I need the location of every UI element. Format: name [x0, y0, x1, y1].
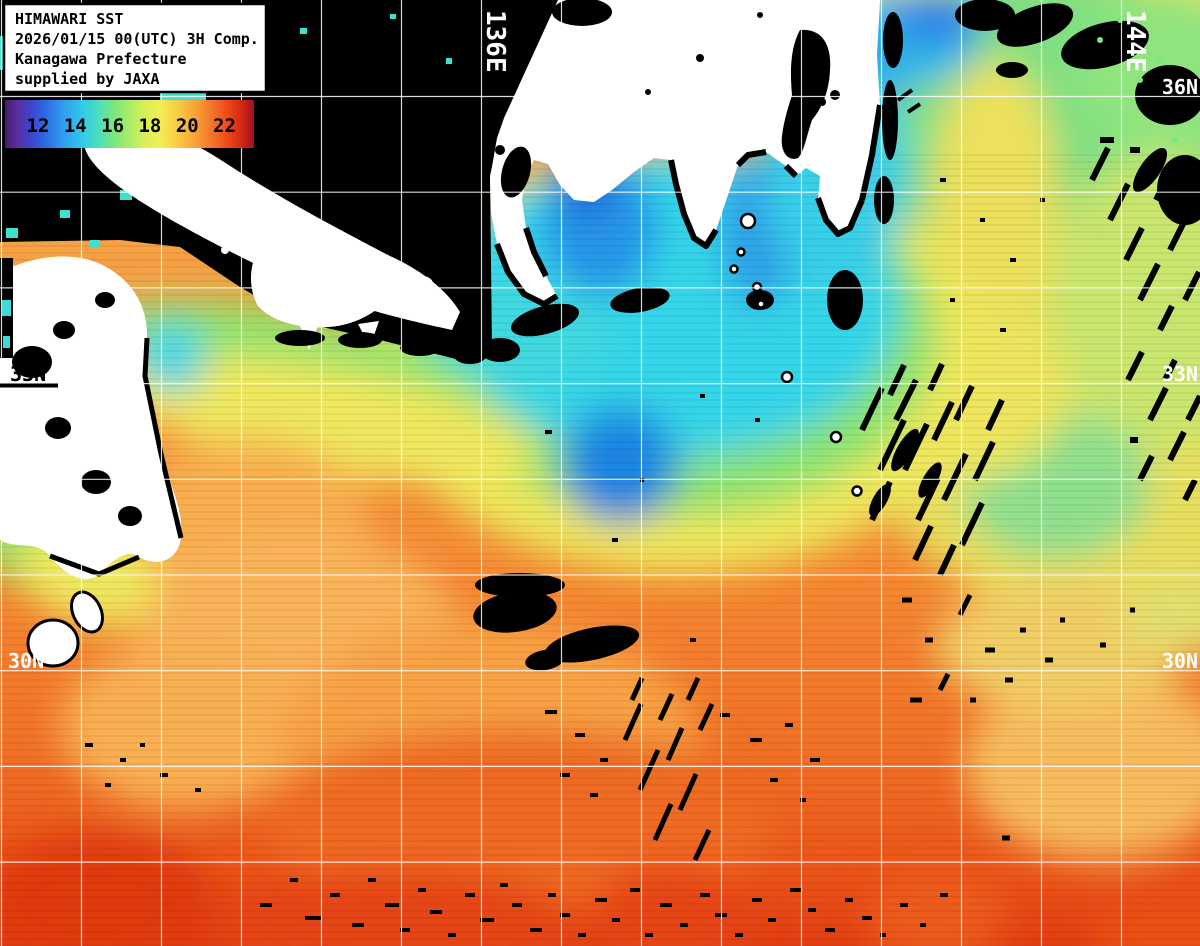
colorbar-tick-18: 18 — [138, 115, 161, 137]
lon-label-144e: 144E — [1120, 10, 1150, 73]
nodata-land-patch-north — [552, 0, 612, 26]
cloud-streak-layer — [85, 88, 1200, 937]
streaks-central-east — [859, 362, 1005, 577]
streaks-south-central — [622, 676, 715, 862]
cloud-blob-layer — [473, 0, 1200, 671]
nodata-land-dots — [495, 12, 840, 155]
coast-fringe-honshu — [494, 104, 883, 307]
lon-label-136e: 136E — [480, 10, 510, 73]
nodata-ise-bay — [500, 146, 532, 198]
parallel-lines — [0, 95, 1200, 863]
cold-speck-west1 — [2, 300, 11, 316]
cold-speck-west2 — [3, 336, 10, 348]
info-box-credit: supplied by JAXA — [15, 70, 160, 88]
land-awaji — [409, 276, 435, 308]
info-box-region: Kanagawa Prefecture — [15, 50, 187, 68]
izu-islands — [729, 212, 863, 497]
lat-label-36n-right: 36N — [1162, 75, 1198, 99]
coast-fringe-kyushu — [49, 337, 184, 577]
streaks-south-sparse — [545, 638, 820, 802]
streaks-right-edge-lower — [1125, 350, 1200, 502]
graticule-labels: 136E 144E 36N 33N 30N 33N 30N — [8, 10, 1198, 673]
lat-label-30n-right: 30N — [1162, 649, 1198, 673]
land-honshu — [490, 0, 880, 304]
lat-label-33n-left: 33N — [10, 362, 46, 386]
speckles-mid-east — [896, 88, 1045, 332]
info-box: HIMAWARI SST 2026/01/15 00(UTC) 3H Comp.… — [2, 2, 268, 94]
meridian-lines — [0, 0, 1123, 946]
land-kyushu — [0, 256, 182, 579]
lat-label-33n-right: 33N — [1162, 362, 1198, 386]
scanline-texture — [0, 150, 1200, 946]
streaks-east-sparse — [902, 593, 1135, 841]
nodata-kyushu-patches — [12, 292, 142, 526]
colorbar: 12 14 16 18 20 22 — [5, 100, 254, 148]
colorbar-tick-16: 16 — [101, 115, 124, 137]
colorbar-tick-12: 12 — [27, 115, 50, 137]
colorbar-tick-20: 20 — [176, 115, 199, 137]
colorbar-tick-14: 14 — [64, 115, 87, 137]
colorbar-tick-22: 22 — [213, 115, 236, 137]
southwest-islands — [26, 590, 104, 668]
nodata-tokyo-bay — [781, 29, 831, 159]
info-box-datetime: 2026/01/15 00(UTC) 3H Comp. — [15, 30, 259, 48]
land-shikoku — [250, 236, 394, 328]
speckles-cold-pool — [545, 394, 760, 542]
info-box-frame — [2, 2, 268, 94]
info-box-title: HIMAWARI SST — [15, 10, 123, 28]
lat-label-30n-left: 30N — [8, 649, 44, 673]
speckles-southwest — [85, 743, 201, 792]
colorbar-bar — [5, 100, 254, 148]
